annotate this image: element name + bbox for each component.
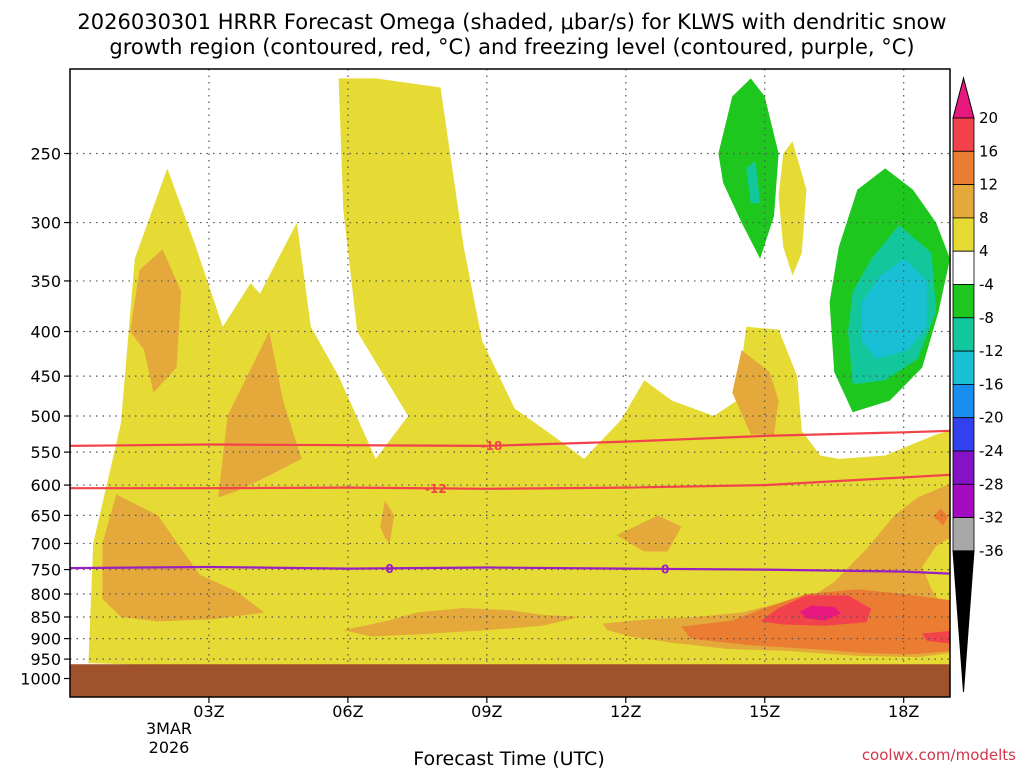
y-tick-label: 550 bbox=[30, 443, 61, 462]
omega-8-column bbox=[130, 249, 182, 393]
x-axis-title: Forecast Time (UTC) bbox=[413, 748, 604, 768]
x-tick-label: 18Z bbox=[888, 702, 919, 721]
colorbar-label: 8 bbox=[979, 209, 989, 227]
colorbar-label: -28 bbox=[979, 475, 1004, 493]
surface-below-ground bbox=[70, 664, 950, 697]
colorbar-label: -8 bbox=[979, 309, 994, 327]
y-tick-label: 300 bbox=[30, 214, 61, 233]
temperature-contours: -18 -12 0 0 bbox=[70, 429, 950, 576]
x-tick-label: 12Z bbox=[610, 702, 641, 721]
surface-band bbox=[70, 664, 950, 697]
omega-4-main bbox=[88, 78, 950, 667]
colorbar-label: -24 bbox=[979, 442, 1004, 460]
credit-text: coolwx.com/modelts bbox=[862, 746, 1016, 764]
y-tick-label: 800 bbox=[30, 585, 61, 604]
colorbar-label: -36 bbox=[979, 542, 1004, 560]
colorbar-segment bbox=[952, 483, 975, 518]
x-tick-label: 15Z bbox=[749, 702, 780, 721]
colorbar-label: 16 bbox=[979, 142, 998, 160]
colorbar-segment bbox=[952, 450, 975, 485]
y-tick-label: 700 bbox=[30, 534, 61, 553]
y-tick-label: 350 bbox=[30, 272, 61, 291]
colorbar-label: 4 bbox=[979, 242, 989, 260]
colorbar-segment bbox=[952, 350, 975, 385]
freezing-level-label: 0 bbox=[661, 562, 669, 576]
colorbar-label: -16 bbox=[979, 375, 1004, 393]
dendritic-bottom-line bbox=[70, 473, 950, 490]
y-tick-label: 450 bbox=[30, 367, 61, 386]
colorbar-segment bbox=[952, 217, 975, 252]
y-tick-label: 250 bbox=[30, 145, 61, 164]
omega-8-upper bbox=[732, 350, 779, 435]
y-tick-label: 1000 bbox=[20, 670, 61, 689]
colorbar-label: 12 bbox=[979, 176, 998, 194]
y-tick-label: 400 bbox=[30, 323, 61, 342]
colorbar-label: -32 bbox=[979, 509, 1004, 527]
y-tick-label: 500 bbox=[30, 407, 61, 426]
colorbar-label: 20 bbox=[979, 109, 998, 127]
omega-4-narrow bbox=[778, 141, 807, 276]
dendritic-top-label: -18 bbox=[481, 439, 503, 453]
colorbar-label: -20 bbox=[979, 409, 1004, 427]
colorbar-label: -12 bbox=[979, 342, 1004, 360]
omega-8-low bbox=[102, 494, 265, 622]
y-tick-label: 650 bbox=[30, 506, 61, 525]
dendritic-bottom-label: -12 bbox=[425, 482, 447, 496]
y-tick-label: 900 bbox=[30, 630, 61, 649]
colorbar-bottom-arrow bbox=[952, 550, 975, 693]
colorbar: 20 16 12 8 4 -4 -8 -12 -16 -20 -24 -28 -32 -36 bbox=[952, 76, 1004, 693]
colorbar-segment bbox=[952, 383, 975, 419]
omega-8-low bbox=[616, 515, 682, 552]
x-tick-label: 03Z bbox=[193, 702, 224, 721]
colorbar-top-arrow bbox=[952, 76, 975, 119]
omega-12-small bbox=[933, 508, 948, 526]
x-sublabel-date: 3MAR bbox=[146, 719, 192, 738]
colorbar-segment bbox=[952, 417, 975, 452]
y-tick-label: 850 bbox=[30, 608, 61, 627]
y-tick-label: 750 bbox=[30, 561, 61, 580]
omega-16-edge bbox=[922, 631, 950, 644]
x-sublabel-year: 2026 bbox=[149, 738, 190, 757]
omega-8-column bbox=[218, 331, 302, 498]
colorbar-segment bbox=[952, 250, 975, 285]
freezing-level-line bbox=[70, 565, 950, 575]
colorbar-segment bbox=[952, 184, 975, 219]
x-tick-label: 06Z bbox=[332, 702, 363, 721]
omega-8-low bbox=[380, 500, 395, 544]
x-tick-label: 09Z bbox=[471, 702, 502, 721]
dendritic-top-line bbox=[70, 429, 950, 448]
x-axis: 03Z 06Z 09Z 12Z 15Z 18Z bbox=[193, 697, 919, 721]
omega-neg12-upper bbox=[746, 161, 761, 204]
omega-neg16 bbox=[862, 258, 927, 359]
chart-title-line1: 2026030301 HRRR Forecast Omega (shaded, … bbox=[77, 10, 946, 34]
colorbar-label: -4 bbox=[979, 276, 994, 294]
y-tick-label: 950 bbox=[30, 650, 61, 669]
y-tick-label: 600 bbox=[30, 476, 61, 495]
colorbar-segment bbox=[952, 517, 975, 552]
colorbar-segment bbox=[952, 317, 975, 352]
freezing-level-label: 0 bbox=[385, 562, 393, 576]
omega-8-low bbox=[343, 608, 580, 637]
colorbar-segment bbox=[952, 284, 975, 319]
colorbar-segment bbox=[952, 150, 975, 186]
plot-frame bbox=[69, 68, 951, 698]
gridlines bbox=[70, 69, 950, 697]
y-axis: 250 300 350 400 450 500 550 600 650 700 750 800 850 9… bbox=[20, 145, 70, 689]
colorbar-segment bbox=[952, 117, 975, 152]
omega-shading bbox=[88, 78, 950, 667]
chart-title-line2: growth region (contoured, red, °C) and f… bbox=[109, 35, 914, 59]
plot-area: -18 -12 0 0 bbox=[70, 69, 950, 697]
